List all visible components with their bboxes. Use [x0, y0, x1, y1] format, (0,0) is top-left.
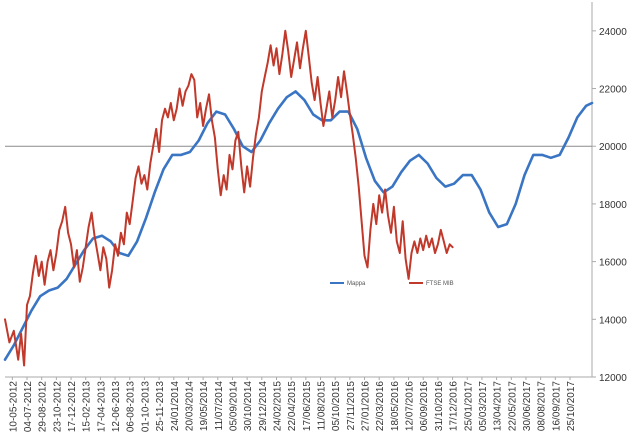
y-tick-label: 12000: [599, 373, 627, 384]
legend-label-mappa: Mappa: [347, 281, 366, 287]
x-tick-label: 24/01/2014: [170, 381, 181, 431]
x-tick-label: 05/09/2014: [228, 381, 239, 431]
x-tick-label: 25/01/2017: [463, 381, 474, 431]
x-tick-label: 22/03/2016: [375, 381, 386, 431]
y-tick-label: 18000: [599, 200, 627, 211]
x-tick-label: 11/07/2014: [214, 381, 225, 431]
x-tick-label: 17/12/2016: [449, 381, 460, 431]
x-tick-label: 27/11/2015: [346, 381, 357, 431]
x-tick-label: 17/06/2015: [302, 381, 313, 431]
x-tick-label: 30/10/2014: [243, 381, 254, 431]
x-tick-label: 29/12/2014: [258, 381, 269, 431]
x-tick-label: 25/10/2017: [566, 381, 577, 431]
x-tick-label: 06-08-2013: [126, 381, 137, 433]
x-tick-label: 15-02-2013: [82, 381, 93, 433]
x-tick-label: 23-10-2012: [52, 381, 63, 433]
y-axis-tick-labels: 12000 14000 16000 18000 20000 22000 24000: [592, 27, 627, 384]
series-line-mappa: [3, 90, 594, 362]
legend: Mappa FTSE MIB: [330, 281, 454, 287]
x-tick-label: 25-11-2013: [155, 381, 166, 432]
x-tick-label: 12/07/2016: [405, 381, 416, 431]
x-tick-label: 31/10/2016: [434, 381, 445, 431]
x-tick-label: 06/09/2016: [419, 381, 430, 431]
x-tick-label: 05/10/2015: [331, 381, 342, 431]
x-tick-label: 22/05/2017: [507, 381, 518, 431]
y-tick-label: 22000: [599, 85, 627, 96]
x-tick-label: 29-08-2012: [38, 381, 49, 433]
x-tick-label: 30/06/2017: [522, 381, 533, 431]
series-layer: [3, 29, 594, 367]
x-tick-label: 05/03/2017: [478, 381, 489, 431]
plot-area: [5, 2, 593, 378]
legend-label-ftse-mib: FTSE MIB: [426, 281, 454, 287]
x-tick-label: 17-12-2012: [67, 381, 78, 433]
x-tick-label: 17-04-2013: [96, 381, 107, 433]
y-tick-label: 20000: [599, 142, 627, 153]
y-tick-label: 24000: [599, 27, 627, 38]
x-tick-label: 12-06-2013: [111, 381, 122, 433]
x-tick-label: 27/01/2016: [361, 381, 372, 431]
x-tick-label: 16/09/2017: [551, 381, 562, 431]
y-tick-label: 16000: [599, 258, 627, 269]
x-tick-label: 11/08/2015: [317, 381, 328, 431]
x-tick-label: 10-05-2012: [8, 381, 19, 433]
x-tick-label: 08/08/2017: [537, 381, 548, 431]
x-tick-label: 20/03/2014: [184, 381, 195, 431]
x-tick-label: 19/05/2014: [199, 381, 210, 431]
x-tick-label: 22/04/2015: [287, 381, 298, 431]
x-tick-label: 01-10-2013: [140, 381, 151, 433]
x-tick-label: 18/05/2016: [390, 381, 401, 431]
y-tick-label: 14000: [599, 315, 627, 326]
x-tick-label: 24/02/2015: [272, 381, 283, 431]
series-line-ftse-mib: [4, 29, 454, 367]
x-tick-label: 04-07-2012: [23, 381, 34, 433]
x-axis-tick-labels: 10-05-2012 04-07-2012 29-08-2012 23-10-2012…: [8, 377, 577, 432]
x-tick-label: 13/04/2017: [493, 381, 504, 431]
